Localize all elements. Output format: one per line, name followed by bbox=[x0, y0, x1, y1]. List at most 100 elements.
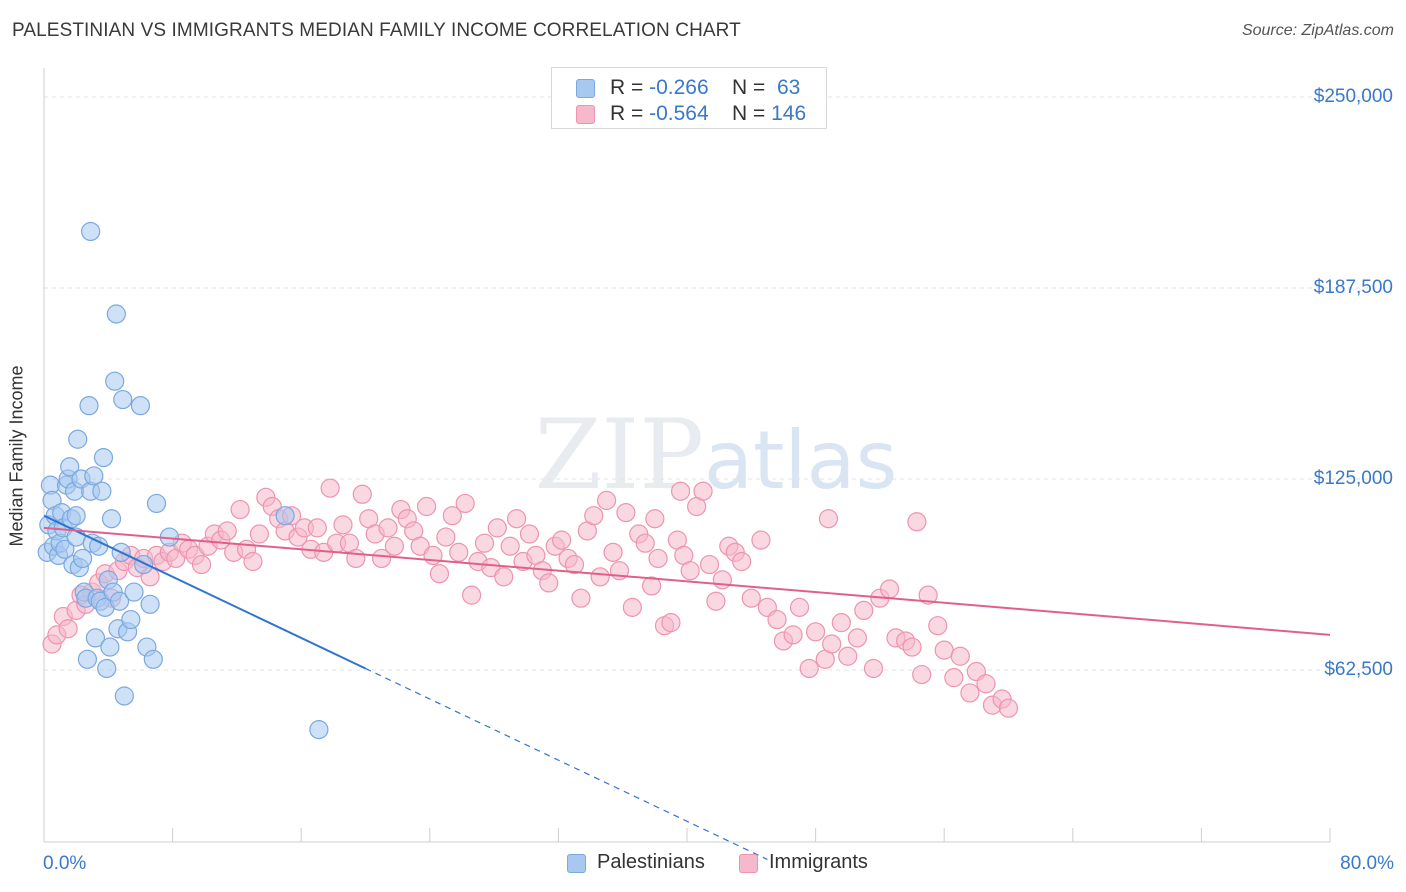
palestinian-point bbox=[309, 719, 329, 740]
palestinians-swatch bbox=[576, 79, 595, 98]
watermark: ZIPatlas bbox=[535, 399, 898, 511]
immigrants-legend-swatch bbox=[739, 854, 758, 873]
immigrant-point bbox=[230, 499, 250, 520]
palestinian-point bbox=[72, 548, 93, 569]
axes bbox=[43, 68, 1331, 843]
palestinians-legend-swatch bbox=[567, 854, 586, 873]
immigrant-point bbox=[847, 628, 867, 648]
immigrant-point bbox=[539, 573, 559, 593]
immigrant-point bbox=[907, 512, 927, 532]
immigrant-point bbox=[571, 588, 591, 608]
immigrant-point bbox=[767, 609, 787, 630]
immigrant-point bbox=[712, 570, 732, 590]
palestinian-point bbox=[105, 371, 125, 391]
n-label: N = bbox=[732, 102, 766, 125]
immigrant-point bbox=[519, 524, 540, 544]
immigrant-point bbox=[838, 646, 858, 666]
immigrant-point bbox=[912, 664, 932, 685]
palestinian-point bbox=[275, 506, 295, 526]
immigrant-point bbox=[378, 518, 398, 538]
immigrant-point bbox=[352, 484, 372, 504]
immigrant-point bbox=[622, 597, 642, 617]
x-tick-label-right: 80.0% bbox=[1340, 853, 1394, 874]
r-label: R = bbox=[610, 76, 644, 99]
n-value: 146 bbox=[771, 102, 807, 125]
immigrant-point bbox=[818, 509, 839, 529]
n-label: N = bbox=[732, 76, 766, 99]
immigrant-point bbox=[590, 567, 610, 587]
immigrant-point bbox=[789, 597, 810, 617]
immigrants-trend-line bbox=[43, 526, 1331, 636]
y-tick-label: $187,500 bbox=[1313, 277, 1393, 298]
palestinian-point bbox=[92, 481, 112, 501]
immigrant-point bbox=[436, 527, 456, 547]
palestinian-point bbox=[55, 539, 75, 559]
immigrant-point bbox=[751, 530, 771, 550]
immigrant-point bbox=[944, 668, 964, 688]
palestinian-point bbox=[89, 536, 109, 556]
immigrants-swatch bbox=[576, 105, 595, 124]
chart-source: Source: ZipAtlas.com bbox=[1241, 22, 1394, 39]
immigrant-point bbox=[799, 658, 819, 679]
palestinians-trend-extension bbox=[365, 667, 768, 861]
stats-legend: R = -0.266 N = 63 R = -0.564 N = 146 bbox=[551, 67, 827, 129]
immigrant-point bbox=[879, 579, 900, 599]
immigrant-point bbox=[584, 506, 604, 526]
immigrant-point bbox=[333, 515, 353, 535]
immigrant-point bbox=[902, 637, 922, 657]
immigrant-point bbox=[487, 518, 507, 538]
immigrant-point bbox=[191, 554, 212, 575]
palestinian-point bbox=[100, 637, 120, 657]
palestinian-point bbox=[146, 493, 167, 514]
palestinian-point bbox=[60, 457, 80, 477]
immigrant-point bbox=[635, 533, 655, 553]
immigrant-point bbox=[552, 530, 572, 550]
y-tick-label: $250,000 bbox=[1313, 86, 1393, 107]
immigrant-point bbox=[854, 600, 874, 621]
palestinian-point bbox=[124, 582, 144, 602]
palestinian-point bbox=[68, 429, 88, 449]
palestinian-point bbox=[93, 448, 114, 468]
immigrant-point bbox=[507, 509, 527, 529]
palestinians-trend-line bbox=[43, 514, 366, 670]
palestinian-point bbox=[109, 591, 130, 611]
chart-title: PALESTINIAN VS IMMIGRANTS MEDIAN FAMILY … bbox=[12, 20, 741, 41]
immigrant-point bbox=[603, 542, 623, 562]
immigrant-point bbox=[706, 591, 726, 611]
y-axis-label: Median Family Income bbox=[6, 365, 27, 547]
immigrant-point bbox=[950, 646, 970, 666]
immigrant-point bbox=[699, 554, 720, 575]
palestinian-point bbox=[140, 594, 160, 614]
immigrant-point bbox=[680, 561, 700, 581]
immigrants-series bbox=[42, 478, 1019, 718]
immigrant-point bbox=[442, 506, 462, 526]
immigrant-point bbox=[918, 585, 938, 605]
palestinian-point bbox=[84, 466, 104, 486]
palestinian-point bbox=[134, 554, 154, 575]
immigrant-point bbox=[597, 490, 617, 510]
palestinian-point bbox=[85, 628, 106, 648]
immigrant-point bbox=[741, 588, 761, 608]
palestinian-point bbox=[66, 506, 86, 526]
palestinian-point bbox=[114, 686, 134, 706]
immigrant-point bbox=[346, 548, 366, 569]
immigrant-point bbox=[461, 585, 482, 605]
immigrant-point bbox=[616, 503, 636, 523]
immigrant-point bbox=[243, 551, 263, 572]
immigrant-point bbox=[960, 683, 980, 703]
series-legend: Palestinians Immigrants bbox=[0, 851, 1406, 879]
immigrant-point bbox=[371, 548, 392, 569]
palestinian-point bbox=[101, 509, 122, 529]
n-value: 63 bbox=[771, 76, 801, 99]
palestinian-point bbox=[106, 304, 126, 324]
immigrant-point bbox=[320, 478, 340, 498]
palestinian-point bbox=[143, 649, 163, 669]
x-tick-label-left: 0.0% bbox=[43, 853, 87, 874]
immigrant-point bbox=[500, 536, 520, 556]
immigrant-point bbox=[831, 613, 851, 633]
immigrant-point bbox=[58, 619, 78, 639]
palestinian-point bbox=[79, 396, 99, 416]
palestinian-point bbox=[81, 221, 101, 242]
r-value: -0.564 bbox=[649, 102, 709, 125]
immigrant-point bbox=[661, 613, 681, 633]
